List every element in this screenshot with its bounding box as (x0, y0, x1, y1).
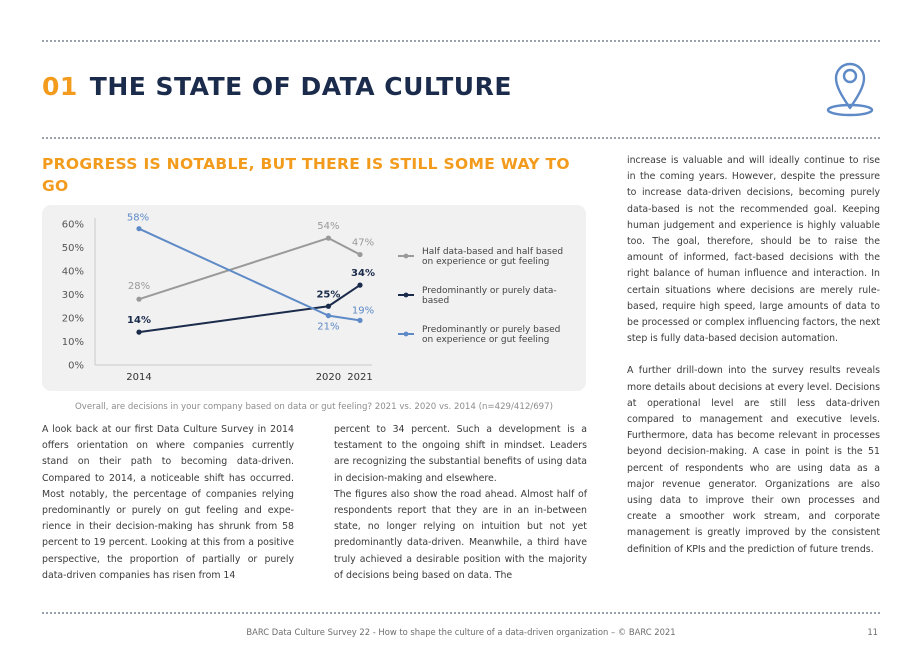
line-chart: 0% 10% 20% 30% 40% 50% 60% 2014 2020 2021 28% 54% 47… (62, 213, 563, 383)
data-point (357, 251, 363, 258)
footer-divider (42, 612, 880, 614)
x-tick-label: 2021 (347, 372, 372, 383)
data-label: 54% (317, 221, 339, 232)
paragraph: A further drill-down into the survey res… (627, 365, 880, 555)
paragraph: percent to 34 percent. Such a developmen… (334, 424, 587, 484)
legend-marker (403, 253, 409, 259)
data-point (136, 226, 142, 232)
footer-text: BARC Data Culture Survey 22 - How to sha… (246, 627, 676, 637)
data-point (357, 317, 363, 323)
legend-marker (403, 292, 409, 298)
y-tick-label: 20% (62, 314, 84, 325)
body-column-2: percent to 34 percent. Such a developmen… (334, 422, 587, 584)
y-tick-label: 50% (62, 243, 84, 254)
y-tick-label: 30% (62, 290, 84, 301)
legend-label: Half data-based and half based on experie… (422, 247, 563, 267)
legend-label: Predominantly or purely data-based (422, 286, 557, 306)
body-column-3: increase is valuable and will ideally co… (627, 153, 880, 558)
data-label: 21% (317, 322, 339, 333)
page-number: 11 (867, 627, 878, 637)
top-divider (42, 40, 880, 42)
section-number: 01 (42, 72, 78, 101)
data-point (136, 329, 142, 335)
legend-label: Predominantly or purely based on experien… (422, 325, 560, 345)
page-title: 01 THE STATE OF DATA CULTURE (42, 72, 512, 101)
x-tick-label: 2020 (316, 372, 341, 383)
data-point (325, 235, 332, 241)
legend-marker (403, 331, 409, 337)
location-pin-icon (826, 62, 874, 117)
data-point (357, 282, 363, 288)
data-label: 58% (127, 213, 149, 224)
data-point (136, 296, 142, 302)
section-title: THE STATE OF DATA CULTURE (89, 72, 512, 101)
y-tick-label: 0% (68, 361, 84, 372)
y-tick-label: 40% (62, 267, 84, 278)
data-label: 14% (127, 315, 151, 326)
data-label: 47% (352, 238, 374, 249)
data-point (325, 313, 332, 319)
section-subtitle: PROGRESS IS NOTABLE, BUT THERE IS STILL … (42, 155, 570, 195)
paragraph: The figures also show the road ahead. Al… (334, 488, 587, 581)
y-tick-label: 60% (62, 220, 84, 231)
x-tick-label: 2014 (126, 372, 151, 383)
y-tick-label: 10% (62, 337, 84, 348)
title-divider (42, 137, 880, 139)
data-point (325, 303, 332, 309)
data-label: 19% (352, 305, 374, 316)
chart-caption: Overall, are decisions in your company b… (75, 402, 553, 412)
data-label: 25% (316, 289, 340, 300)
data-label: 28% (128, 281, 150, 292)
body-column-1: A look back at our first Data Culture Su… (42, 422, 294, 584)
data-label: 34% (351, 268, 375, 279)
chart-panel: 0% 10% 20% 30% 40% 50% 60% 2014 2020 2021 28% 54% 47… (42, 205, 586, 391)
paragraph: increase is valuable and will ideally co… (627, 155, 880, 345)
paragraph: A look back at our first Data Culture Su… (42, 424, 294, 581)
